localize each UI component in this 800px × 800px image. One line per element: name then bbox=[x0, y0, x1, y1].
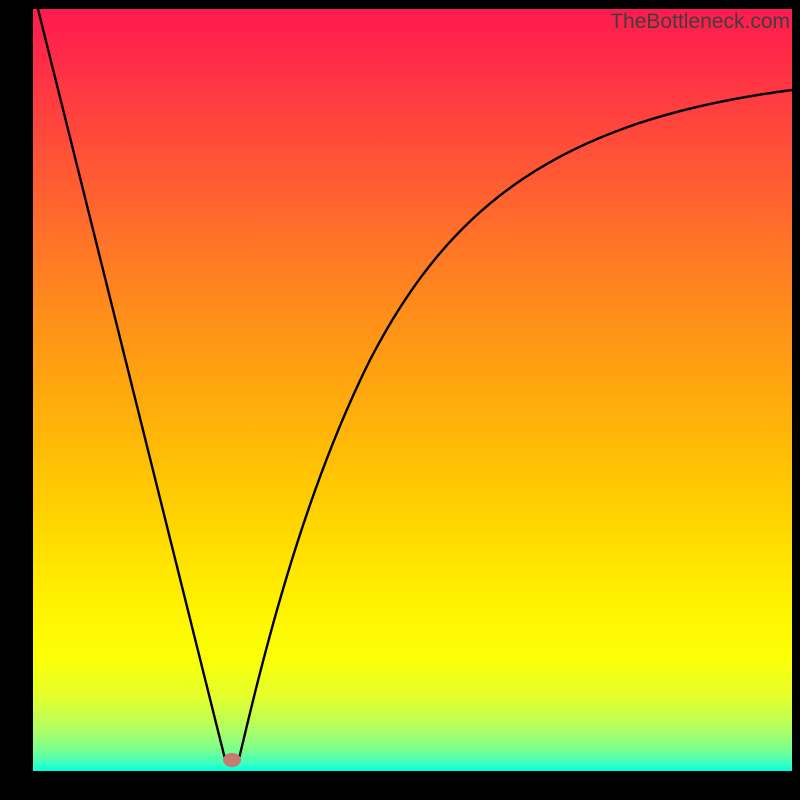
curve-right-segment bbox=[238, 90, 792, 763]
curve-layer bbox=[0, 0, 800, 800]
plot-area bbox=[33, 9, 792, 771]
minimum-marker bbox=[223, 753, 241, 767]
curve-left-segment bbox=[38, 9, 226, 763]
chart-container: { "canvas": { "width": 800, "height": 80… bbox=[0, 0, 800, 800]
watermark-text: TheBottleneck.com bbox=[610, 10, 790, 34]
